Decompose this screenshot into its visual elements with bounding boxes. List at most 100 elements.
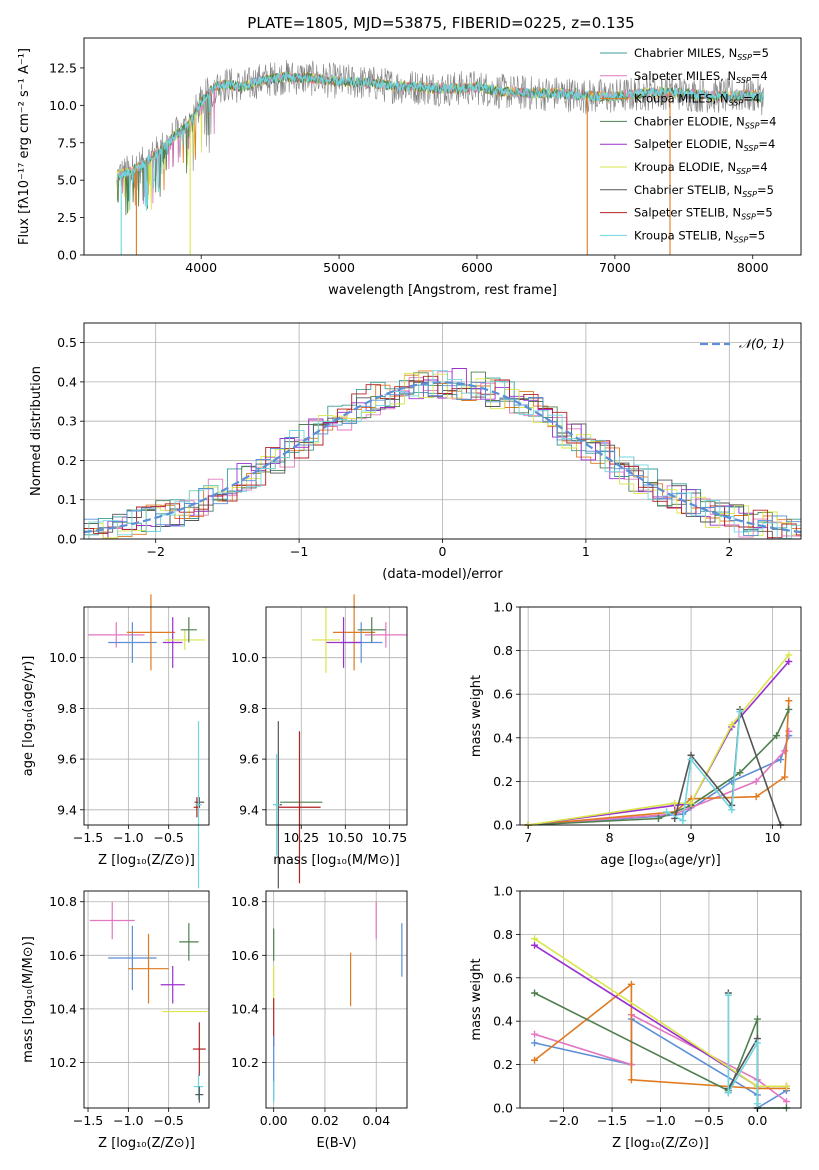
weight-marker (782, 1082, 790, 1090)
weight-series (724, 991, 761, 1108)
legend-entry: Kroupa ELODIE, NSSP=4 (634, 160, 768, 176)
mass_weight_vs_age-marks (524, 651, 793, 829)
x-tick-label: 10.25 (283, 830, 319, 845)
observed-spectrum-line (116, 59, 764, 196)
x-tick-label: −1.5 (73, 830, 103, 845)
normal-curve-line (83, 381, 802, 534)
y-tick-label: 10.4 (49, 1001, 77, 1016)
weight-marker (781, 773, 789, 781)
histogram-step-line (84, 381, 801, 540)
weight-marker (531, 1056, 539, 1064)
errorbar-point (164, 629, 205, 651)
y-tick-label: 0.8 (493, 927, 513, 942)
age_vs_Z-marks (88, 594, 205, 889)
age_vs_Z-panel: −1.5 −1.0 −0.5 9.4 9.6 9.8 10.0 Z [log₁₀(Z/Z⊙)]… (21, 594, 210, 889)
weight-marker (663, 808, 671, 816)
weight-series (663, 708, 744, 825)
x-tick-label: −1.0 (113, 830, 143, 845)
weight-marker (782, 1097, 790, 1105)
errorbar-point (325, 617, 362, 668)
histogram-step-line (84, 382, 801, 537)
y-tick-label: 2.5 (57, 210, 77, 225)
weight-series-line (527, 654, 790, 826)
y-tick-label: 0.2 (57, 453, 77, 468)
weight-series (524, 697, 793, 829)
y-axis-label: age [log₁₀(age/yr)] (21, 656, 36, 777)
axes-frame (83, 890, 210, 1109)
y-axis-label: mass weight (469, 958, 484, 1040)
errorbar-point (332, 594, 376, 671)
weight-marker (753, 1015, 761, 1023)
x-tick-label: 6000 (461, 260, 493, 275)
weight-marker (724, 1089, 732, 1097)
age_vs_mass-marks (273, 594, 407, 889)
histogram-step-line (84, 370, 801, 540)
legend-entry: Chabrier MILES, NSSP=5 (634, 46, 769, 62)
x-tick-label: −2.0 (548, 1113, 578, 1128)
weight-marker (728, 721, 736, 729)
errorbar-point (278, 731, 321, 884)
legend-entry: Chabrier ELODIE, NSSP=4 (634, 114, 776, 130)
residual_histogram-panel: −2 −1 0 1 2 0.0 0.1 0.2 0.3 0.4 0.5 (data-model)/er… (29, 322, 802, 582)
errorbar-point (179, 923, 199, 961)
weight-marker (531, 1030, 539, 1038)
legend-entry: Salpeter STELIB, NSSP=5 (634, 206, 773, 222)
model-spectrum-line (116, 72, 764, 211)
legend-entry: Chabrier STELIB, NSSP=5 (634, 183, 774, 199)
weight-marker (687, 756, 695, 764)
axes-frame (83, 606, 210, 826)
weight-marker (679, 817, 687, 825)
x-tick-label: −1.5 (597, 1113, 627, 1128)
y-tick-label: 5.0 (57, 173, 77, 188)
x-tick-label: 7 (524, 830, 532, 845)
y-axis-label: mass [log₁₀(M/M⊙)] (21, 936, 36, 1063)
y-tick-label: 1.0 (493, 600, 513, 615)
x-tick-label: −0.5 (153, 830, 183, 845)
axes-frame (519, 606, 802, 826)
weight-series-line (528, 731, 790, 826)
legend-entry: Kroupa MILES, NSSP=4 (634, 92, 760, 108)
x-tick-label: 5000 (323, 260, 355, 275)
errorbar-point (311, 607, 341, 673)
x-tick-label: 0.04 (362, 1113, 390, 1128)
weight-marker (753, 1100, 761, 1108)
y-tick-label: 1.0 (493, 884, 513, 899)
errorbar-point (108, 925, 157, 991)
y-tick-label: 0.2 (493, 1057, 513, 1072)
weight-series-line (534, 1017, 787, 1110)
errorbar-point (195, 721, 202, 889)
axes-frame (83, 37, 802, 256)
y-tick-label: 7.5 (57, 135, 77, 150)
y-tick-label: 0.1 (57, 492, 77, 507)
y-tick-label: 10.8 (49, 894, 77, 909)
weight-marker (753, 1039, 761, 1047)
x-tick-label: 9 (687, 830, 695, 845)
weight-series-line (528, 700, 790, 826)
y-tick-label: 9.4 (57, 802, 77, 817)
mass_vs_ebv-marks (273, 901, 403, 1103)
y-axis-label: Normed distribution (29, 366, 44, 496)
y-tick-label: 10.0 (49, 98, 77, 113)
axes-frame (265, 890, 408, 1109)
x-tick-label: −1.5 (73, 1113, 103, 1128)
panels: 4000 5000 6000 7000 80000.02.55.07.510.012.5… (17, 37, 802, 1151)
weight-marker (785, 658, 793, 665)
x-tick-label: 0.0 (747, 1113, 767, 1128)
errorbar-point (193, 1073, 204, 1100)
weight-marker (785, 651, 793, 659)
weight-marker (724, 991, 732, 999)
mass_vs_ebv-panel: 0.00 0.02 0.04 10.2 10.4 10.6 10.8 E(B-V) (231, 890, 408, 1151)
y-tick-label: 12.5 (49, 60, 77, 75)
weight-marker (736, 769, 744, 777)
y-tick-label: 0.5 (57, 335, 77, 350)
weight-marker (728, 806, 736, 814)
errorbar-point (194, 797, 205, 808)
x-tick-label: 8000 (737, 260, 769, 275)
mass_weight_vs_age-panel: 7 8 9 10 0.0 0.2 0.4 0.6 0.8 1.0 age [log₁₀(age/yr… (469, 600, 802, 868)
x-axis-label: Z [log₁₀(Z/Z⊙)] (612, 1136, 709, 1151)
x-axis-label: mass [log₁₀(M/M⊙)] (273, 853, 400, 868)
histogram-step-line (84, 370, 801, 540)
weight-marker (785, 697, 793, 705)
y-axis-label: mass weight (469, 675, 484, 757)
